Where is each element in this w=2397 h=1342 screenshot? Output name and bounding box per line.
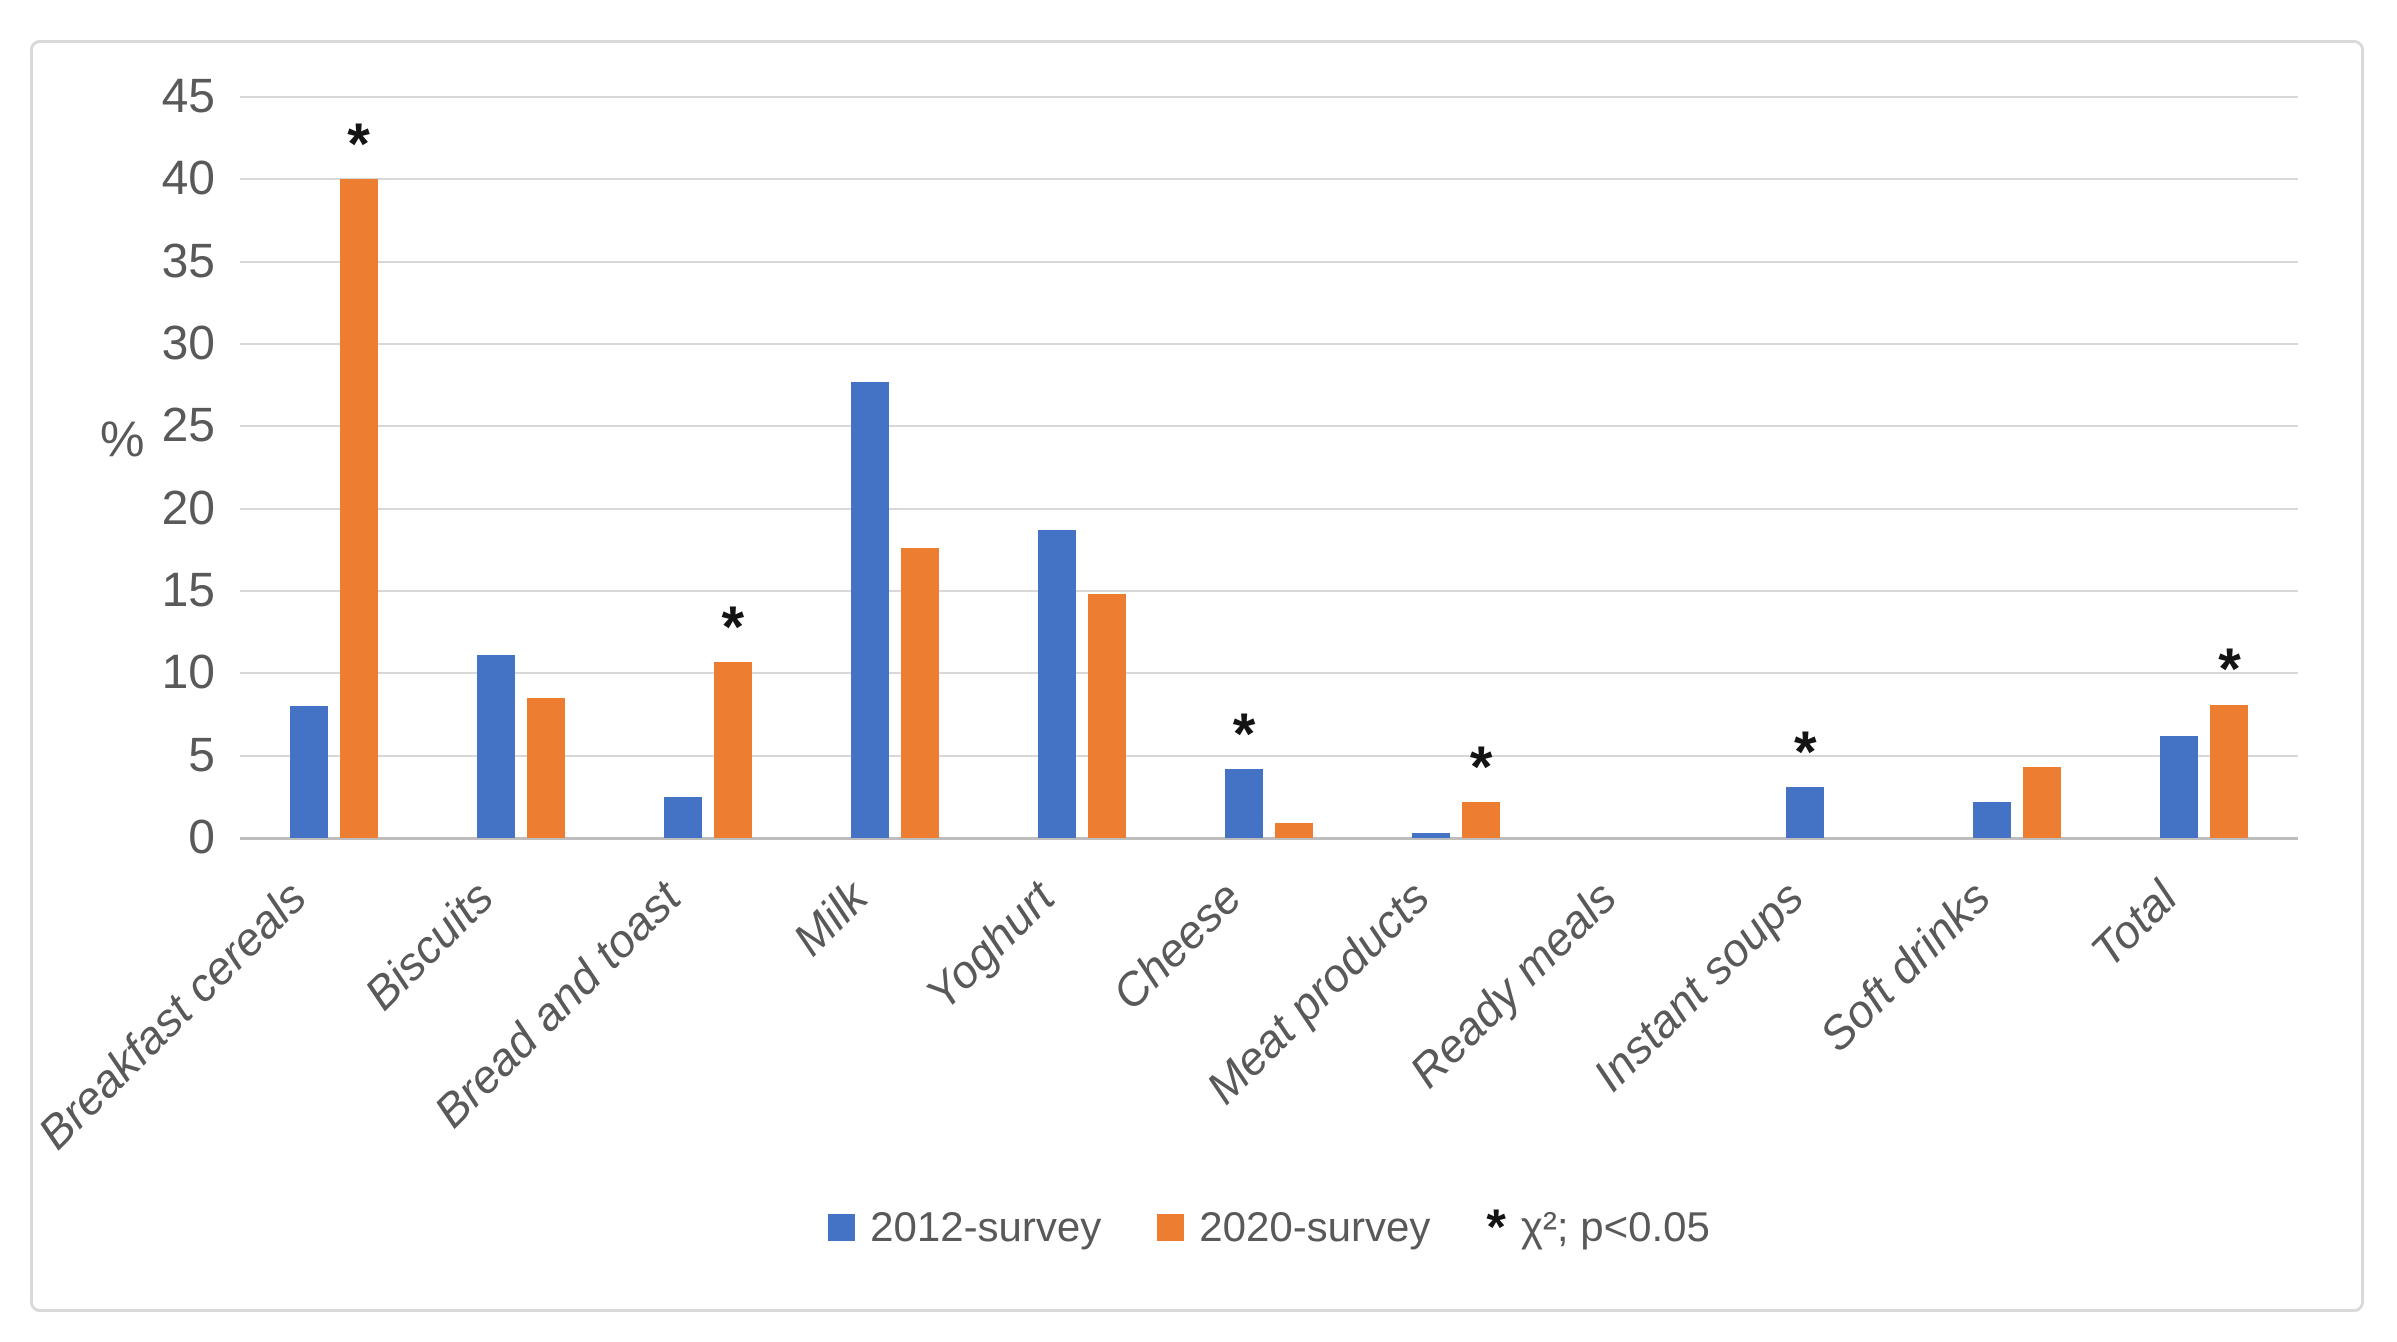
gridline-0 — [240, 837, 2298, 840]
significance-asterisk-icon: * — [2218, 637, 2241, 703]
bar-group-biscuits — [427, 97, 614, 838]
legend-label: 2012-survey — [870, 1203, 1102, 1250]
bar-groups: * * * * * * — [240, 97, 2298, 838]
y-tick-label-30: 30 — [161, 317, 215, 370]
bar-2012-survey-breakfast-cereals — [289, 706, 328, 838]
significance-asterisk-icon: * — [721, 594, 745, 660]
barwrap — [2023, 97, 2062, 838]
barwrap: * — [713, 97, 752, 838]
legend-item-2012-survey: 2012-survey — [828, 1203, 1101, 1251]
bar-2012-survey-yoghurt — [1037, 530, 1076, 838]
bar-group-soft-drinks — [1924, 97, 2111, 838]
gridline-15 — [240, 590, 2298, 592]
y-tick-label-15: 15 — [161, 564, 215, 617]
bar-2020-survey-total — [2210, 704, 2249, 838]
barwrap — [2160, 97, 2199, 838]
significance-asterisk-icon: * — [347, 112, 370, 178]
barwrap — [1836, 97, 1874, 838]
bar-2012-survey-bread-and-toast — [663, 796, 702, 838]
gridline-5 — [240, 754, 2298, 757]
significance-asterisk-icon: * — [1469, 734, 1493, 800]
gridline-10 — [240, 672, 2298, 675]
legend-swatch-icon — [1157, 1213, 1185, 1241]
barwrap — [1649, 97, 1687, 838]
legend-significance-label: χ²; p<0.05 — [1520, 1203, 1710, 1250]
bar-2020-survey-milk — [900, 548, 939, 838]
chart-frame — [30, 40, 2364, 1312]
bar-2020-survey-soft-drinks — [2023, 767, 2062, 838]
barwrap — [476, 97, 515, 838]
bar-2020-survey-biscuits — [526, 698, 565, 838]
bar-group-breakfast-cereals: * — [240, 97, 427, 838]
bar-2020-survey-yoghurt — [1087, 594, 1126, 838]
plot-area: * * * * * * — [240, 96, 2298, 840]
legend: 2012-survey 2020-survey * χ²; p<0.05 — [240, 1202, 2298, 1252]
y-axis-title: % — [100, 411, 145, 467]
barwrap — [1599, 97, 1637, 838]
bar-group-total: * — [2111, 97, 2298, 838]
bar-group-yoghurt — [988, 97, 1175, 838]
legend-item-significance: * χ²; p<0.05 — [1486, 1202, 1709, 1252]
bar-group-meat-products: * — [1363, 97, 1550, 838]
y-tick-label-40: 40 — [161, 152, 215, 206]
gridline-25 — [240, 425, 2298, 428]
y-tick-label-5: 5 — [188, 728, 215, 782]
barwrap — [900, 97, 939, 838]
legend-swatch-icon — [828, 1213, 856, 1241]
bar-group-instant-soups: * — [1737, 97, 1924, 838]
bar-2020-survey-bread-and-toast — [713, 661, 752, 838]
barwrap: * — [2210, 97, 2249, 838]
y-tick-label-35: 35 — [161, 234, 215, 288]
barwrap: * — [1225, 97, 1264, 838]
barwrap — [1412, 97, 1451, 838]
bar-2012-survey-instant-soups — [1786, 786, 1825, 838]
barwrap — [1087, 97, 1126, 838]
barwrap: * — [1462, 97, 1501, 838]
bar-2020-survey-breakfast-cereals — [339, 179, 378, 838]
barwrap — [850, 97, 889, 838]
gridline-45 — [240, 96, 2298, 98]
bar-group-ready-meals — [1550, 97, 1737, 838]
barwrap: * — [339, 97, 378, 838]
bar-group-milk — [801, 97, 988, 838]
bar-2012-survey-meat-products — [1412, 833, 1451, 838]
significance-asterisk-icon: * — [1232, 701, 1256, 767]
barwrap — [526, 97, 565, 838]
barwrap — [1973, 97, 2012, 838]
gridline-20 — [240, 507, 2298, 510]
bar-2012-survey-milk — [850, 381, 889, 838]
y-tick-label-0: 0 — [188, 811, 215, 864]
y-tick-label-20: 20 — [161, 481, 215, 535]
bar-2020-survey-cheese — [1275, 823, 1314, 838]
bar-group-bread-and-toast: * — [614, 97, 801, 838]
barwrap — [1275, 97, 1314, 838]
barwrap — [289, 97, 328, 838]
y-axis-tick-labels: 0 5 10 15 20 25 30 35 40 45 — [40, 70, 215, 864]
y-tick-label-45: 45 — [161, 70, 215, 123]
barwrap: * — [1786, 97, 1825, 838]
bar-2012-survey-biscuits — [476, 655, 515, 838]
y-tick-label-25: 25 — [161, 399, 215, 453]
asterisk-icon: * — [1486, 1199, 1506, 1255]
barwrap — [1037, 97, 1076, 838]
y-tick-label-10: 10 — [161, 646, 215, 700]
legend-item-2020-survey: 2020-survey — [1157, 1203, 1430, 1251]
barwrap — [663, 97, 702, 838]
bar-2020-survey-meat-products — [1462, 801, 1501, 838]
gridline-35 — [240, 260, 2298, 263]
gridline-30 — [240, 343, 2298, 345]
legend-label: 2020-survey — [1199, 1203, 1431, 1250]
bar-2012-survey-cheese — [1225, 768, 1264, 838]
bar-2012-survey-soft-drinks — [1973, 801, 2012, 838]
significance-asterisk-icon: * — [1794, 719, 1817, 785]
bar-group-cheese: * — [1175, 97, 1362, 838]
bar-2012-survey-total — [2160, 735, 2199, 838]
gridline-40 — [240, 178, 2298, 181]
